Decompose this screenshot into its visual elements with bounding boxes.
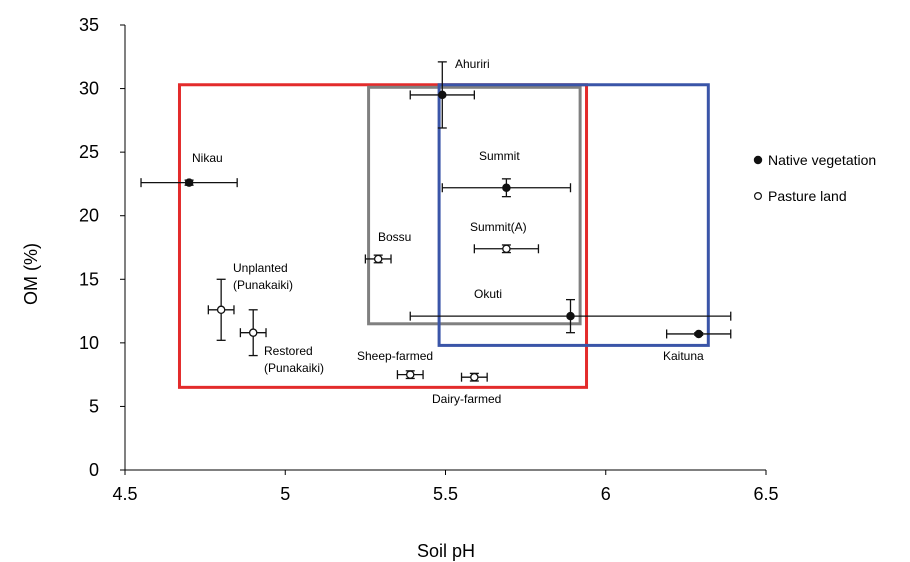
y-tick-label: 25 [79,142,99,162]
point-label-sheep-farmed: Sheep-farmed [357,349,433,363]
x-tick-label: 6.5 [753,484,778,504]
x-tick-label: 5 [280,484,290,504]
data-point-summit [502,183,511,192]
data-point-dairy-farmed [470,372,479,382]
legend: Native vegetation Pasture land [753,152,876,204]
point-label-nikau: Nikau [192,151,223,165]
y-tick-label: 15 [79,269,99,289]
y-axis-title: OM (%) [21,243,41,305]
grouping-box-1 [177,83,589,389]
point-label-ahuriri: Ahuriri [455,57,490,71]
point-label-bossu: Bossu [378,230,411,244]
data-point-kaituna [694,329,703,339]
legend-marker-native-vegetation [753,155,763,165]
grouping-box-3 [437,83,710,347]
point-label-summit-a: Summit(A) [470,220,527,234]
point-label-okuti: Okuti [474,287,502,301]
y-tick-label: 10 [79,333,99,353]
data-points [184,90,703,382]
point-label-dairy-farmed: Dairy-farmed [432,392,501,406]
y-tick-label: 30 [79,79,99,99]
data-point-sheep-farmed [405,370,415,379]
legend-marker-pasture-land [753,192,762,201]
point-label-restored-punakaiki: Restored [264,344,313,358]
point-label-summit: Summit [479,149,520,163]
data-point-nikau [184,178,194,187]
y-tick-label: 5 [89,396,99,416]
legend-label-native-vegetation: Native vegetation [768,152,876,168]
point-label-restored-punakaiki: (Punakaiki) [264,361,324,375]
x-tick-label: 5.5 [433,484,458,504]
grouping-box-2 [367,85,582,326]
x-tick-label: 4.5 [112,484,137,504]
data-point-okuti [566,311,575,321]
data-point-restored-punakaiki [248,328,258,337]
data-point-unplanted-punakaiki [216,305,226,315]
axis-ticks: 4.5 5 5.5 6 6.5 0 5 10 15 20 25 30 35 [79,15,779,504]
x-tick-label: 6 [601,484,611,504]
x-axis-title: Soil pH [417,541,475,561]
grouping-boxes [177,83,710,389]
y-tick-label: 0 [89,460,99,480]
y-tick-label: 20 [79,206,99,226]
error-bars [140,61,732,382]
point-labels: Nikau Ahuriri Summit Okuti Kaituna Unplanted (… [192,57,704,406]
y-tick-label: 35 [79,15,99,35]
legend-label-pasture-land: Pasture land [768,188,847,204]
point-label-unplanted-punakaiki: Unplanted [233,261,288,275]
point-label-kaituna: Kaituna [663,349,704,363]
point-label-unplanted-punakaiki: (Punakaiki) [233,278,293,292]
data-point-bossu [373,254,383,264]
data-point-summit-a [502,244,511,254]
data-point-ahuriri [438,90,447,100]
